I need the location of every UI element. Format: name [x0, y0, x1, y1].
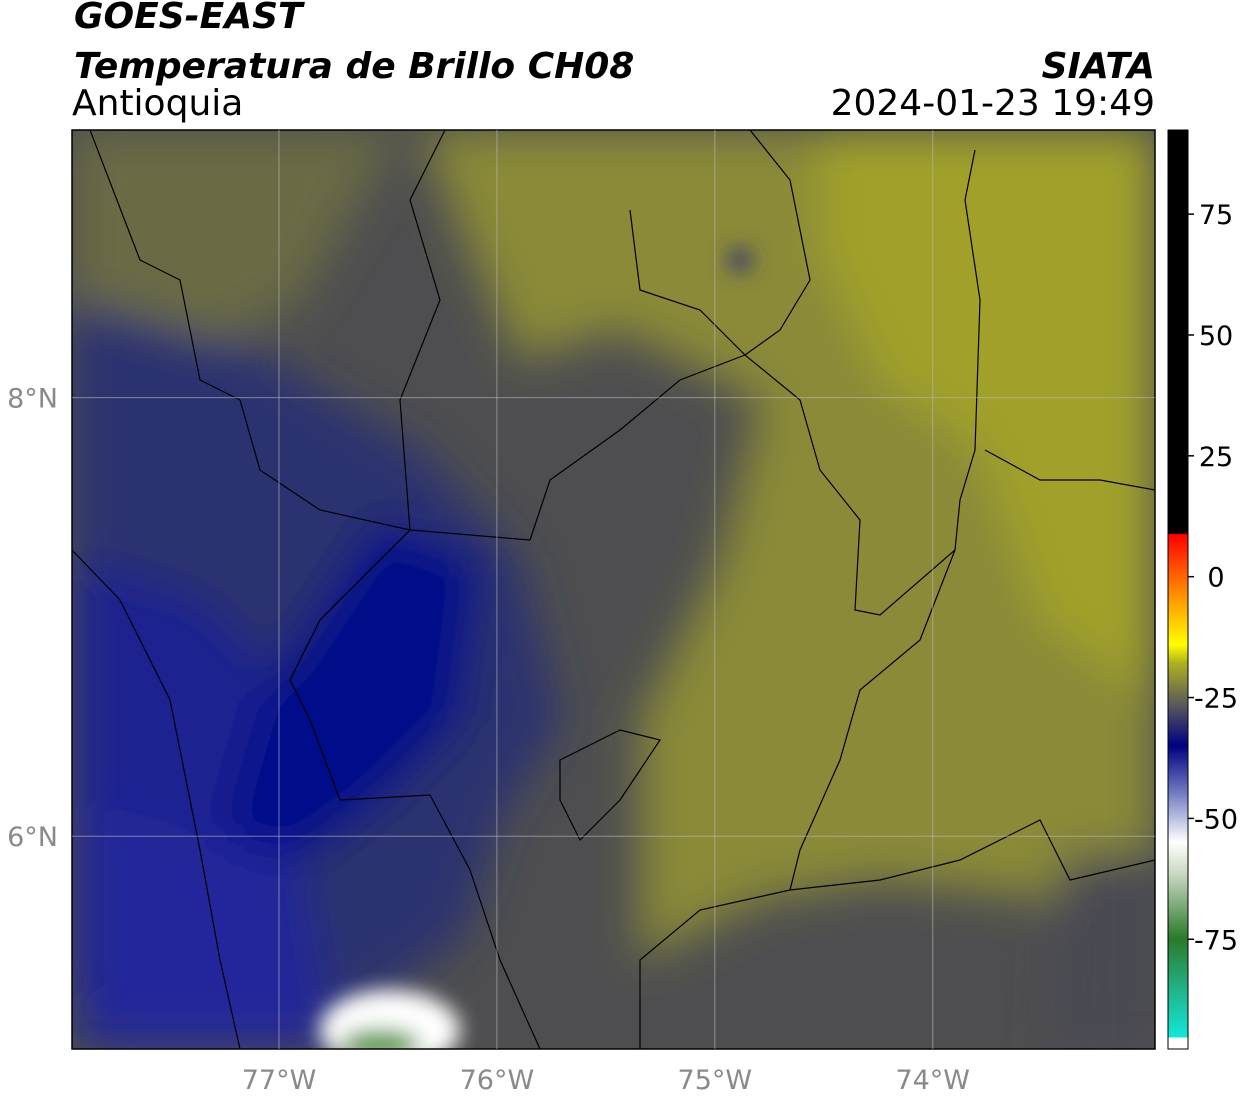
x-tick-label: 75°W [678, 1065, 753, 1096]
colorbar-tick-label: 0 [1207, 563, 1224, 594]
subtitle: Temperatura de Brillo CH08 [74, 46, 634, 87]
borders [72, 130, 1155, 1049]
x-tick-label: 74°W [895, 1065, 970, 1096]
x-tick-label: 76°W [460, 1065, 535, 1096]
satellite-image [72, 130, 1155, 1049]
colorbar-tick-label: 50 [1199, 321, 1233, 352]
colorbar-tick-label: -50 [1194, 804, 1238, 835]
y-tick-label: 8°N [7, 384, 58, 415]
colorbar-tick-label: -75 [1194, 925, 1238, 956]
y-tick-label: 6°N [7, 822, 58, 853]
region: Antioquia [72, 83, 243, 124]
x-tick-label: 77°W [242, 1065, 317, 1096]
colorbar-tick-label: 75 [1199, 200, 1233, 231]
datetime: 2024-01-23 19:49 [831, 83, 1155, 124]
colorbar-tick-label: -25 [1194, 684, 1238, 715]
map-frame [71, 129, 1156, 1050]
colorbar [1167, 129, 1189, 1050]
source: SIATA [1042, 46, 1155, 87]
title: GOES-EAST [74, 0, 305, 37]
colorbar-tick-label: 25 [1199, 442, 1233, 473]
